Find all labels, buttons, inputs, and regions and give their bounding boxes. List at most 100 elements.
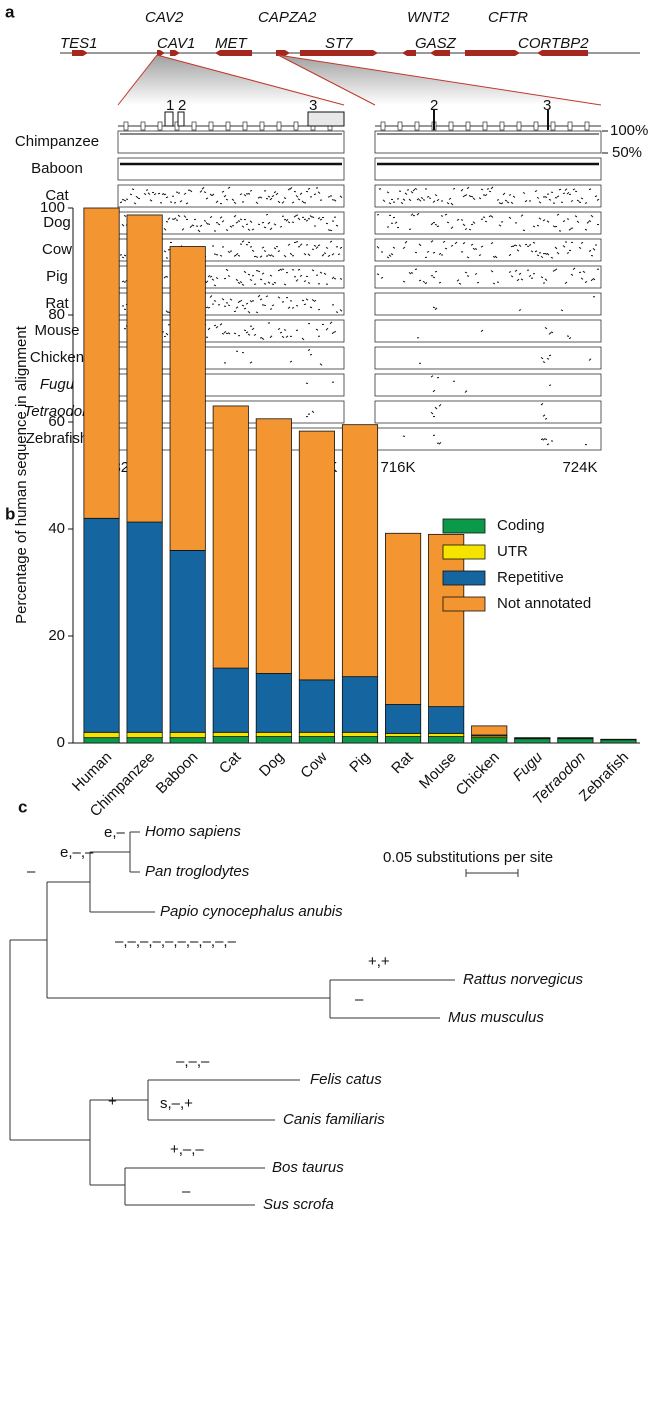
exon-box xyxy=(178,112,184,126)
bar-segment xyxy=(601,740,636,743)
track-trace xyxy=(435,271,437,272)
taxon-label: Felis catus xyxy=(310,1071,382,1088)
structure-mark xyxy=(260,122,264,130)
bar-segment xyxy=(84,518,119,732)
track-trace xyxy=(523,230,525,231)
track-trace xyxy=(561,202,563,203)
bar-segment xyxy=(385,533,420,704)
track-box xyxy=(375,293,601,315)
legend-swatch xyxy=(443,571,485,585)
taxon-label: Rattus norvegicus xyxy=(463,971,584,988)
structure-mark xyxy=(551,122,555,130)
x-tick-label: Baboon xyxy=(153,749,202,798)
gene-name: CFTR xyxy=(488,9,528,26)
track-trace xyxy=(411,273,413,274)
track-trace xyxy=(284,330,286,331)
bar-segment xyxy=(256,673,291,732)
branch-label: e,–,– xyxy=(60,844,94,861)
y-tick-label: 80 xyxy=(48,306,65,323)
track-trace xyxy=(433,307,435,308)
structure-mark xyxy=(500,122,504,130)
y-tick-label: 100 xyxy=(40,199,65,216)
structure-mark xyxy=(124,122,128,130)
species-label: Dog xyxy=(43,214,71,231)
structure-mark xyxy=(192,122,196,130)
bar-segment xyxy=(428,534,463,706)
track-trace xyxy=(409,229,411,230)
legend-swatch xyxy=(443,597,485,611)
gene-name: TES1 xyxy=(60,35,98,52)
bar-segment xyxy=(127,215,162,522)
track-box xyxy=(375,320,601,342)
bar-segment xyxy=(515,739,550,743)
track-trace xyxy=(511,246,513,247)
track-trace xyxy=(314,194,316,195)
structure-mark xyxy=(534,122,538,130)
track-trace xyxy=(248,274,250,275)
branch-label: e,– xyxy=(104,824,126,841)
structure-mark xyxy=(381,122,385,130)
structure-mark xyxy=(294,122,298,130)
gene-name: WNT2 xyxy=(407,9,450,26)
branch-label: – xyxy=(27,863,36,880)
bar-segment xyxy=(170,732,205,737)
bar-segment xyxy=(515,738,550,739)
gene-arrow xyxy=(465,50,520,56)
track-trace xyxy=(158,193,160,194)
structure-mark xyxy=(585,122,589,130)
bar-segment xyxy=(127,732,162,737)
bar-segment xyxy=(385,733,420,736)
structure-mark xyxy=(226,122,230,130)
bar-segment xyxy=(299,732,334,736)
exon-number: 1 xyxy=(166,97,174,114)
track-trace xyxy=(166,258,168,259)
x-tick-label: Fugu xyxy=(510,748,547,785)
bar-segment xyxy=(428,737,463,743)
track-trace xyxy=(296,305,298,306)
track-box xyxy=(375,401,601,423)
species-label: Cow xyxy=(42,241,72,258)
branch-label: –,–,– xyxy=(176,1053,210,1070)
track-trace xyxy=(270,309,272,310)
taxon-label: Canis familiaris xyxy=(283,1111,385,1128)
track-trace xyxy=(437,226,439,227)
axis-label: 724K xyxy=(562,459,597,476)
track-trace xyxy=(282,302,284,303)
bar-segment xyxy=(170,550,205,732)
exon-number: 2 xyxy=(430,97,438,114)
taxon-label: Papio cynocephalus anubis xyxy=(160,903,343,920)
track-trace xyxy=(256,312,258,313)
gene-name: GASZ xyxy=(415,35,457,52)
track-trace xyxy=(387,227,389,228)
track-box xyxy=(375,239,601,261)
branch-label: –,–,–,–,–,–,–,–,–,– xyxy=(115,933,237,950)
bar-segment xyxy=(342,732,377,736)
track-trace xyxy=(433,435,435,436)
track-trace xyxy=(132,189,134,190)
track-trace xyxy=(477,282,479,283)
track-trace xyxy=(559,189,561,190)
track-trace xyxy=(258,224,260,225)
branch-label: +,+ xyxy=(368,953,390,970)
track-trace xyxy=(250,247,252,248)
legend-label: Repetitive xyxy=(497,569,564,586)
branch-label: + xyxy=(108,1093,117,1110)
identity-label: 100% xyxy=(610,122,648,139)
axis-label: 716K xyxy=(380,459,415,476)
x-tick-label: Cat xyxy=(216,748,245,777)
track-trace xyxy=(306,245,308,246)
track-trace xyxy=(447,222,449,223)
track-trace xyxy=(214,254,216,255)
track-trace xyxy=(328,230,330,231)
bar-segment xyxy=(385,737,420,743)
track-trace xyxy=(445,248,447,249)
track-trace xyxy=(336,225,338,226)
track-trace xyxy=(326,223,328,224)
bar-segment xyxy=(299,431,334,680)
species-label: Chicken xyxy=(30,349,84,366)
track-trace xyxy=(280,227,282,228)
species-label: Zebrafish xyxy=(26,430,89,447)
exon-number: 2 xyxy=(178,97,186,114)
bar-segment xyxy=(127,522,162,732)
exon-number: 3 xyxy=(309,97,317,114)
